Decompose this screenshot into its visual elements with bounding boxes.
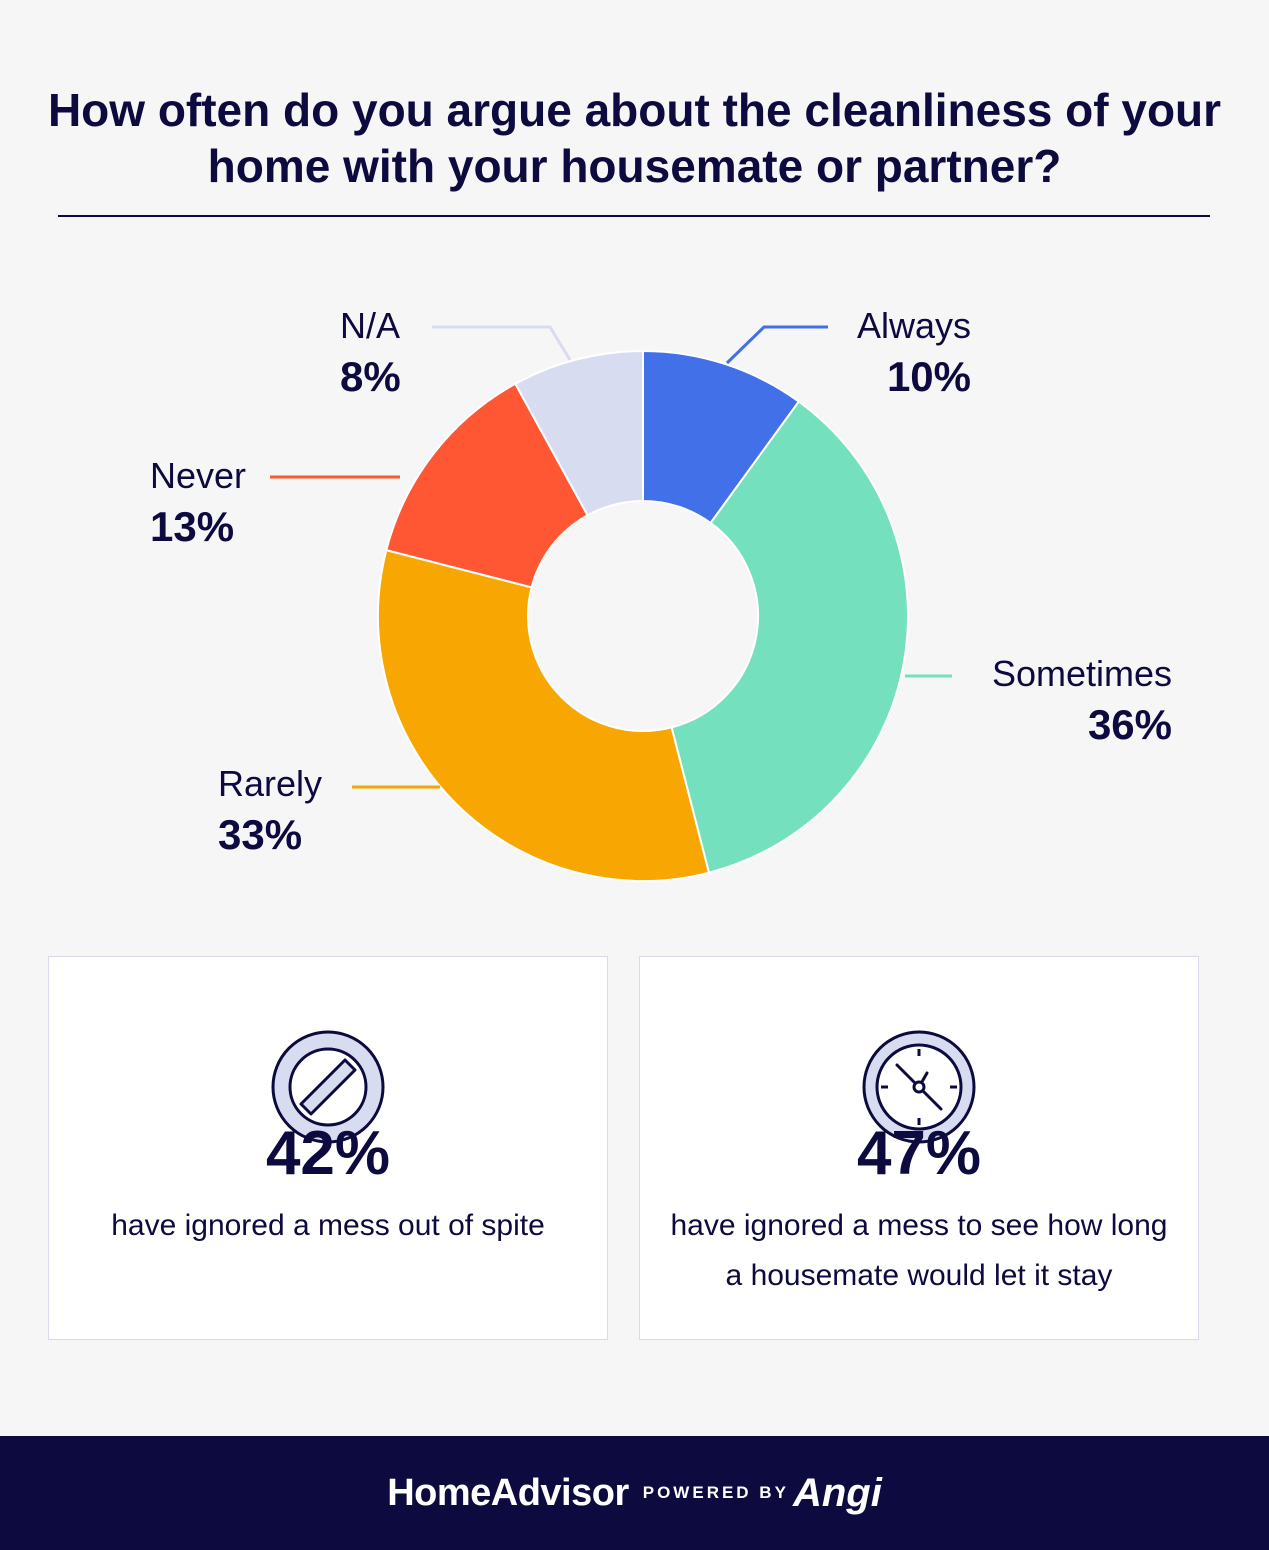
leader-line-na [432,325,572,361]
powered-by-text: POWERED BY [642,1483,789,1502]
leader-line-always [725,325,828,365]
slice-label-never: Never 13% [150,458,246,548]
slice-name: Rarely [218,763,323,804]
slice-value: 13% [150,503,235,550]
slice-value: 36% [1087,701,1172,748]
footer-banner: HomeAdvisor POWERED BY Angi [0,1436,1269,1550]
chart-title: How often do you argue about the cleanli… [47,84,1222,192]
homeadvisor-logo: HomeAdvisor [387,1472,629,1514]
stat-value: 42% [265,1119,391,1188]
slice-na [513,349,644,517]
slice-name: N/A [340,305,401,346]
donut-chart [270,325,952,883]
stat-description: have ignored a mess out of spite [111,1209,545,1242]
slice-sometimes [670,400,909,874]
slice-name: Sometimes [991,653,1172,694]
clock-icon [862,1030,976,1144]
slice-label-rarely: Rarely 33% [218,766,322,856]
slice-label-always: Always 10% [857,308,971,398]
slice-never [385,382,589,589]
slice-name: Never [150,455,247,496]
stat-card-spite: 42% have ignored a mess out of spite [48,956,608,1340]
slice-rarely [376,548,711,883]
slice-label-sometimes: Sometimes 36% [992,656,1172,746]
slice-value: 33% [218,811,303,858]
stat-description: have ignored a mess to see how long a ho… [670,1209,1168,1292]
angi-logo: Angi [792,1471,882,1515]
stat-value: 47% [856,1119,982,1188]
prohibited-icon [271,1030,385,1144]
title-divider [58,215,1210,217]
slice-value: 8% [340,353,401,400]
slice-value: 10% [886,353,971,400]
slice-name: Always [856,305,971,346]
brand-lockup: HomeAdvisor POWERED BY Angi [0,1470,1269,1516]
stat-card-housemate: 47% have ignored a mess to see how long … [639,956,1199,1340]
slice-label-na: N/A 8% [340,308,401,398]
